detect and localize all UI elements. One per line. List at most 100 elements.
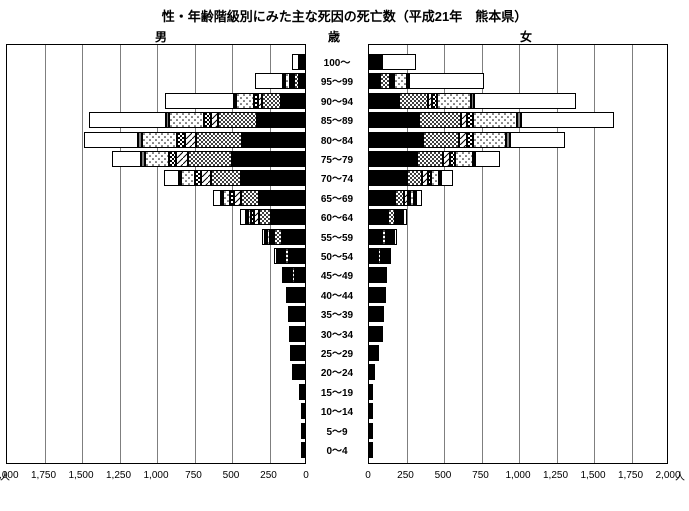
bar-segment [419, 112, 461, 128]
bar-segment [409, 73, 484, 89]
bar-segment [461, 112, 468, 128]
bar-segment [257, 112, 305, 128]
bar-segment [369, 248, 378, 264]
age-tick: 15～19 [306, 384, 368, 399]
bar-segment [242, 132, 305, 148]
x-tick: 500 [211, 470, 251, 481]
female-label: 女 [520, 28, 532, 45]
bar-segment [300, 306, 305, 322]
age-tick: 0～4 [306, 442, 368, 457]
age-tick: 65～69 [306, 190, 368, 205]
age-tick: 70～74 [306, 170, 368, 185]
x-tick: 500 [423, 470, 463, 481]
bar-segment [302, 345, 305, 361]
x-tick: 1,500 [61, 470, 101, 481]
x-tick: 1,500 [573, 470, 613, 481]
male-row [288, 306, 305, 322]
bar-segment [169, 112, 204, 128]
female-row [369, 403, 373, 419]
age-tick: 90～94 [306, 93, 368, 108]
male-row [286, 287, 306, 303]
bar-segment [188, 151, 232, 167]
male-row [240, 209, 305, 225]
bar-segment [389, 248, 391, 264]
bar-segment [241, 170, 306, 186]
age-tick: 25～29 [306, 345, 368, 360]
female-row [369, 287, 386, 303]
bar-segment [369, 132, 423, 148]
age-tick: 60～64 [306, 209, 368, 224]
bar-segment [234, 190, 241, 206]
chart-title: 性・年齢階級別にみた主な死因の死亡数（平成21年 熊本県） [0, 6, 689, 25]
male-panel [6, 44, 306, 464]
bar-segment [371, 442, 373, 458]
bar-segment [298, 287, 306, 303]
x-tick: 0 [286, 470, 326, 481]
bar-segment [142, 132, 177, 148]
male-row [289, 326, 305, 342]
bar-segment [169, 151, 177, 167]
x-tick: 250 [249, 470, 289, 481]
bar-segment [282, 229, 305, 245]
bar-segment [281, 93, 305, 109]
bar-segment [423, 132, 459, 148]
bar-segment [380, 73, 391, 89]
bar-segment [262, 93, 282, 109]
bar-segment [384, 287, 386, 303]
bar-segment [301, 326, 305, 342]
bar-segment [299, 73, 305, 89]
bar-segment [473, 112, 517, 128]
bar-segment [394, 73, 407, 89]
bar-segment [201, 170, 211, 186]
male-row [301, 423, 305, 439]
male-row [165, 93, 305, 109]
bar-segment [211, 112, 219, 128]
age-tick: 35～39 [306, 306, 368, 321]
bar-segment [274, 229, 282, 245]
bar-segment [196, 132, 243, 148]
bar-segment [437, 93, 472, 109]
bar-segment [443, 151, 451, 167]
female-row [369, 442, 373, 458]
bar-segment [369, 209, 388, 225]
female-row [369, 306, 384, 322]
male-row [84, 132, 305, 148]
bar-segment [385, 267, 387, 283]
male-row [213, 190, 305, 206]
x-tick: 1,250 [536, 470, 576, 481]
age-tick: 85～89 [306, 112, 368, 127]
bar-segment [289, 248, 305, 264]
male-row [282, 267, 305, 283]
bar-segment [302, 364, 305, 380]
bar-segment [241, 190, 259, 206]
bar-segment [395, 190, 405, 206]
bar-segment [382, 54, 417, 70]
x-tick: 2,000 [648, 470, 688, 481]
x-tick: 250 [386, 470, 426, 481]
bar-segment [388, 209, 395, 225]
bar-segment [145, 151, 169, 167]
bar-segment [473, 132, 506, 148]
male-row [292, 54, 305, 70]
bar-segment [369, 190, 395, 206]
age-axis-label: 歳 [328, 28, 340, 45]
bar-segment [455, 151, 473, 167]
bar-segment [213, 190, 221, 206]
bar-segment [474, 93, 576, 109]
age-tick: 45～49 [306, 267, 368, 282]
female-row [369, 209, 407, 225]
bar-segment [371, 403, 373, 419]
male-row [89, 112, 305, 128]
bar-segment [177, 132, 185, 148]
bar-segment [303, 54, 305, 70]
bar-segment [223, 190, 230, 206]
female-row [369, 248, 391, 264]
female-row [369, 170, 453, 186]
bar-segment [204, 112, 211, 128]
male-row [274, 248, 305, 264]
bar-segment [164, 170, 179, 186]
male-row [255, 73, 305, 89]
female-row [369, 384, 373, 400]
bar-segment [211, 170, 241, 186]
bar-segment [218, 112, 257, 128]
